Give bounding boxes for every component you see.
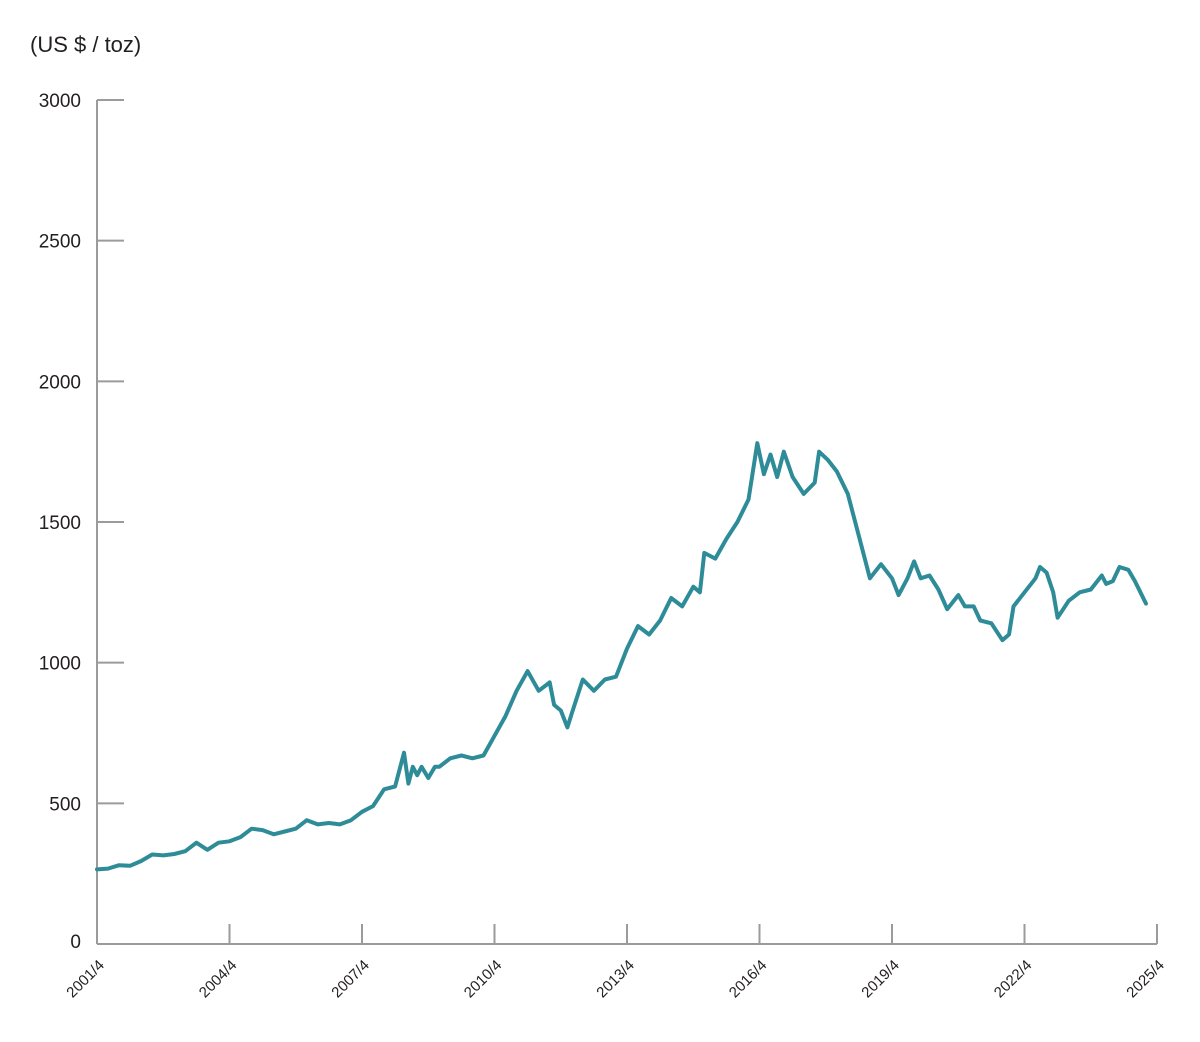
- y-axis-title: (US $ / toz): [30, 32, 141, 57]
- y-tick-label: 500: [49, 794, 81, 815]
- x-tick-label: 2016/4: [726, 957, 770, 1001]
- y-tick-label: 2000: [39, 372, 81, 393]
- x-axis-ticks: 2001/4 2004/4 2007/4 2010/4 2013/4 2016/4 2019…: [63, 924, 1168, 1001]
- axes: [96, 100, 1157, 945]
- y-tick-label: 3000: [39, 91, 81, 112]
- x-tick-label: 2007/4: [328, 957, 372, 1001]
- price-series-line: [95, 441, 1148, 872]
- x-tick-label: 2013/4: [593, 957, 637, 1001]
- y-axis-ticks: 0 500 1000 1500 2000 2500 3000: [39, 91, 124, 953]
- x-tick-label: 2004/4: [196, 957, 240, 1001]
- y-tick-label: 2500: [39, 232, 81, 253]
- y-tick-label: 1500: [39, 513, 81, 534]
- x-tick-label: 2019/4: [858, 957, 902, 1001]
- x-tick-label: 2025/4: [1123, 957, 1167, 1001]
- y-tick-label: 0: [70, 932, 81, 953]
- x-tick-label: 2010/4: [461, 957, 505, 1001]
- y-tick-label: 1000: [39, 654, 81, 675]
- series-layer: [95, 441, 1148, 872]
- x-tick-label: 2022/4: [991, 957, 1035, 1001]
- x-tick-label: 2001/4: [63, 957, 107, 1001]
